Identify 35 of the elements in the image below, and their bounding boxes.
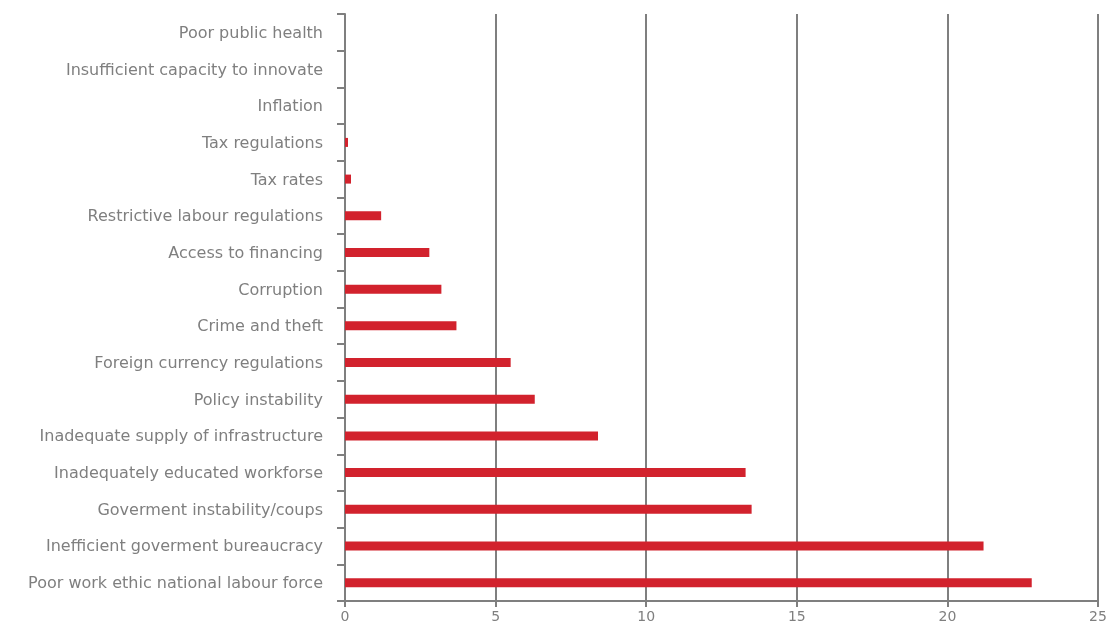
y-tick-label: Poor public health (178, 22, 323, 42)
y-tick-label: Crime and theft (197, 316, 323, 336)
y-tick-label: Inadequate supply of infrastructure (39, 426, 323, 446)
y-tick-label: Inadequately educated workforse (54, 463, 323, 483)
x-tick-label: 10 (637, 608, 656, 624)
y-tick-label: Tax regulations (200, 132, 323, 152)
x-tick-label: 0 (340, 608, 350, 624)
x-tick-label: 5 (491, 608, 501, 624)
bar (345, 174, 352, 184)
x-tick-label: 15 (787, 608, 806, 624)
y-tick-label: Poor work ethic national labour force (28, 573, 323, 593)
y-tick-label: Policy instability (193, 389, 323, 409)
y-tick-label: Insufficient capacity to innovate (65, 59, 323, 79)
x-tick-label: 20 (938, 608, 957, 624)
bar (345, 321, 457, 331)
y-tick-label: Corruption (238, 279, 323, 299)
y-tick-label: Tax rates (249, 169, 323, 189)
bar (345, 358, 511, 368)
bar (345, 431, 599, 441)
y-tick-label: Access to financing (168, 242, 323, 262)
bar (345, 504, 752, 514)
y-tick-label: Inefficient goverment bureaucracy (46, 536, 323, 556)
y-tick-label: Inflation (257, 96, 323, 116)
y-tick-label: Goverment instability/coups (97, 499, 323, 519)
bar (345, 284, 442, 294)
bar (345, 578, 1032, 588)
y-tick-label: Foreign currency regulations (94, 353, 323, 373)
bar (345, 541, 984, 551)
bar (345, 247, 430, 257)
bar (345, 211, 382, 221)
bar (345, 394, 535, 404)
bar (345, 468, 746, 478)
bar (345, 137, 349, 147)
x-tick-label: 25 (1089, 608, 1107, 624)
y-tick-label: Restrictive labour regulations (87, 206, 323, 226)
